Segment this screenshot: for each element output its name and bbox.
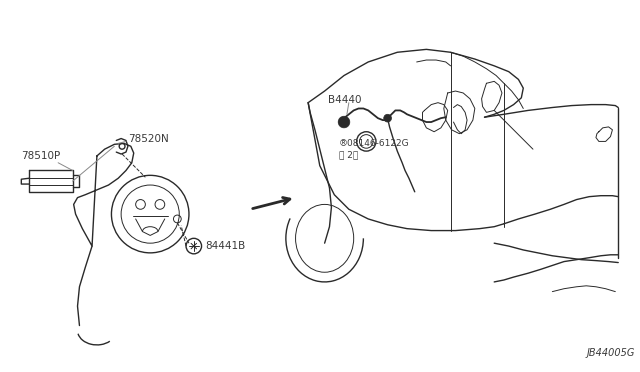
Circle shape xyxy=(384,114,392,122)
Text: 84441B: 84441B xyxy=(205,241,246,251)
Circle shape xyxy=(338,116,350,128)
Text: B4440: B4440 xyxy=(328,95,361,105)
Text: JB44005G: JB44005G xyxy=(586,348,635,357)
Text: 78520N: 78520N xyxy=(128,135,169,144)
Text: 78510P: 78510P xyxy=(21,151,61,161)
Text: ®08146-6122G
。 2。: ®08146-6122G 。 2。 xyxy=(339,140,410,159)
